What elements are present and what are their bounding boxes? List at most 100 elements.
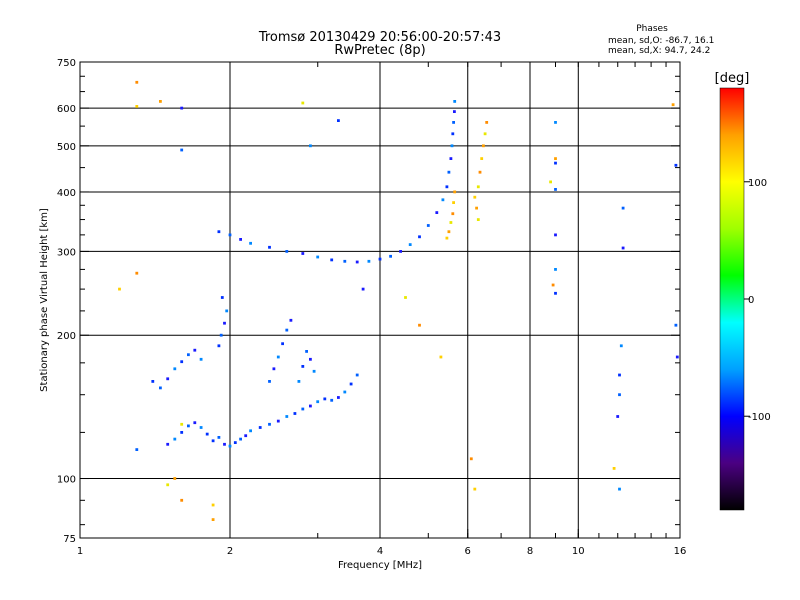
data-point-o <box>180 148 184 152</box>
x-tick-label: 1 <box>77 546 83 557</box>
data-point-o <box>309 144 312 148</box>
data-point-o <box>451 132 455 136</box>
plot-grid <box>80 62 680 538</box>
x-tick-label: 8 <box>527 546 533 557</box>
data-point-o <box>193 421 197 425</box>
data-point-x <box>135 80 139 84</box>
data-point-o <box>173 437 177 441</box>
data-point-o <box>244 434 248 438</box>
data-point-o <box>151 380 155 383</box>
plot-points <box>118 80 679 521</box>
data-point-o <box>452 121 455 124</box>
data-point-o <box>180 106 184 110</box>
data-point-o <box>217 230 221 234</box>
data-point-x <box>180 422 184 426</box>
data-point-o <box>135 448 139 451</box>
data-point-o <box>554 121 557 124</box>
data-point-x <box>118 287 121 291</box>
data-point-x <box>554 157 557 160</box>
data-point-o <box>285 415 289 418</box>
data-point-o <box>199 357 203 361</box>
y-tick-label: 500 <box>57 142 76 153</box>
data-point-o <box>285 328 289 332</box>
data-point-o <box>217 344 221 348</box>
data-point-o <box>330 398 334 402</box>
data-point-o <box>675 355 679 359</box>
phase-info-x: mean, sd,X: 94.7, 24.2 <box>608 46 710 56</box>
data-point-o <box>618 487 621 491</box>
data-point-o <box>166 377 170 381</box>
data-point-o <box>367 259 371 263</box>
colorbar-tick-label: 100 <box>748 178 767 189</box>
data-point-x <box>173 477 177 480</box>
data-point-o <box>445 185 449 189</box>
data-point-x <box>211 503 215 507</box>
data-point-x <box>473 487 477 491</box>
x-axis-label: Frequency [MHz] <box>338 560 422 571</box>
data-point-x <box>135 105 139 108</box>
data-point-o <box>450 144 454 148</box>
colorbar-axis: -100 0 100 <box>744 178 771 423</box>
data-point-x <box>483 132 487 136</box>
data-point-o <box>389 254 392 258</box>
data-point-o <box>239 437 242 441</box>
data-point-o <box>316 255 320 259</box>
data-point-o <box>301 252 305 255</box>
data-point-o <box>330 258 334 262</box>
data-point-o <box>219 333 223 337</box>
data-point-x <box>159 100 162 103</box>
x-axis: 1 2 4 6 8 10 16 <box>77 62 686 557</box>
data-point-o <box>301 407 305 411</box>
data-point-x <box>485 121 489 124</box>
data-point-o <box>378 257 382 261</box>
data-point-o <box>618 393 621 397</box>
data-point-o <box>305 350 308 353</box>
data-point-x <box>404 296 407 299</box>
data-point-x <box>449 221 453 224</box>
y-axis-label: Stationary phase Virtual Height [km] <box>39 208 50 392</box>
y-tick-label: 750 <box>57 58 76 69</box>
data-point-o <box>618 373 621 377</box>
data-point-x <box>211 518 215 521</box>
y-axis: 75 100 200 300 400 500 600 750 <box>57 58 680 545</box>
data-point-o <box>268 422 271 426</box>
y-tick-label: 200 <box>57 331 76 342</box>
chart-subtitle: RwPretec (8p) <box>334 43 425 58</box>
data-point-o <box>554 188 557 191</box>
y-tick-label: 100 <box>57 475 76 486</box>
data-point-o <box>674 323 678 327</box>
data-point-o <box>180 360 184 364</box>
data-point-o <box>193 348 197 352</box>
x-tick-label: 10 <box>572 546 585 557</box>
data-point-o <box>323 397 327 401</box>
data-point-o <box>180 431 184 434</box>
data-point-o <box>223 321 226 325</box>
data-point-x <box>671 103 675 107</box>
data-point-o <box>225 309 229 313</box>
data-point-x <box>476 218 480 221</box>
data-point-x <box>482 144 485 148</box>
data-point-o <box>349 382 353 386</box>
data-point-o <box>399 250 402 253</box>
data-point-o <box>281 342 284 346</box>
data-point-o <box>449 157 453 160</box>
data-point-x <box>451 212 455 216</box>
data-point-o <box>187 424 190 428</box>
data-point-o <box>418 235 421 239</box>
data-point-o <box>316 400 320 404</box>
data-point-o <box>272 367 276 371</box>
data-point-o <box>173 367 177 371</box>
data-point-o <box>268 245 271 249</box>
data-point-x <box>439 355 443 359</box>
data-point-o <box>293 412 297 415</box>
data-point-x <box>478 170 482 174</box>
data-point-x <box>551 283 555 287</box>
data-point-o <box>621 206 625 210</box>
colorbar-tick-label: -100 <box>748 412 771 423</box>
data-point-x <box>453 190 457 194</box>
x-tick-label: 6 <box>465 546 471 557</box>
data-point-x <box>135 271 139 275</box>
colorbar-label: [deg] <box>715 71 750 86</box>
data-point-o <box>268 380 271 383</box>
